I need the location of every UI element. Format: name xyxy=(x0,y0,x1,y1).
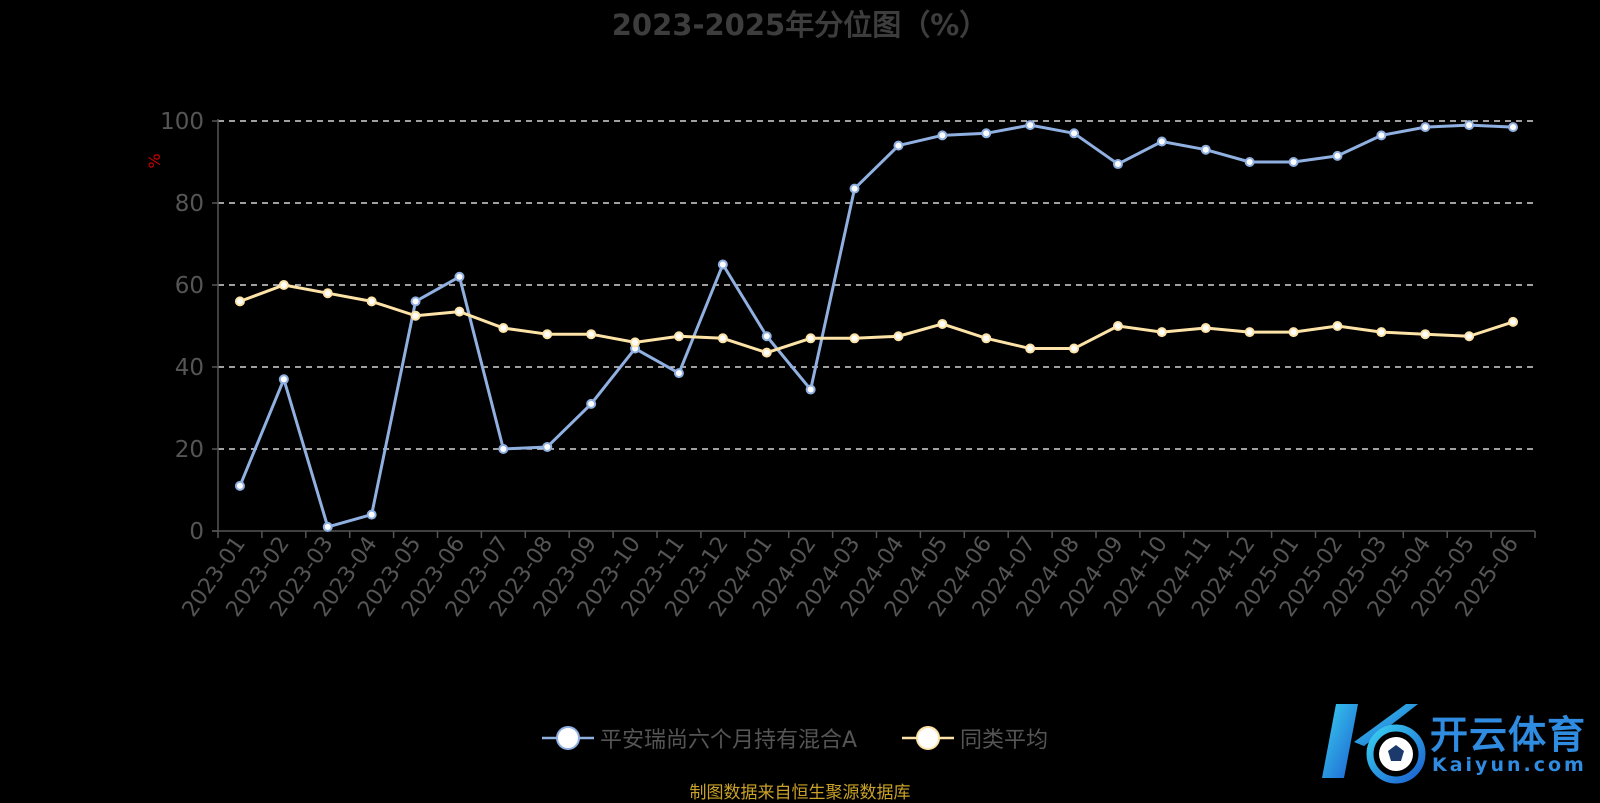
series-lines xyxy=(234,120,1519,532)
data-point-1 xyxy=(1508,316,1519,327)
legend-item-average[interactable]: 同类平均 xyxy=(902,720,1048,756)
data-point-1 xyxy=(1332,321,1343,331)
legend-item-fund[interactable]: 平安瑞尚六个月持有混合A xyxy=(542,720,857,756)
data-point-0 xyxy=(673,368,684,379)
data-point-1 xyxy=(586,329,597,340)
data-point-0 xyxy=(1025,120,1036,131)
data-point-0 xyxy=(234,480,245,491)
data-point-0 xyxy=(761,331,772,342)
legend-label-fund: 平安瑞尚六个月持有混合A xyxy=(600,728,858,753)
legend-label-average: 同类平均 xyxy=(960,728,1049,753)
data-point-0 xyxy=(1112,159,1123,170)
data-point-0 xyxy=(805,384,816,395)
data-point-1 xyxy=(630,337,641,348)
data-point-1 xyxy=(454,306,465,317)
data-point-0 xyxy=(1508,122,1519,133)
y-axis-label: % xyxy=(145,153,164,168)
data-point-0 xyxy=(1376,130,1387,141)
data-point-1 xyxy=(366,296,377,307)
data-point-0 xyxy=(981,128,992,139)
y-tick-label: 100 xyxy=(160,109,204,135)
data-point-0 xyxy=(1156,136,1167,147)
series-line-1 xyxy=(239,283,1514,355)
data-point-1 xyxy=(761,347,772,358)
axes: 0204060801002023-012023-022023-032023-04… xyxy=(160,109,1536,622)
data-point-1 xyxy=(498,323,509,334)
data-point-1 xyxy=(1244,327,1255,338)
y-tick-label: 20 xyxy=(175,437,204,463)
data-point-0 xyxy=(366,509,377,520)
data-source-note: 制图数据来自恒生聚源数据库 xyxy=(689,783,911,803)
data-point-0 xyxy=(1200,144,1211,155)
data-point-1 xyxy=(1112,321,1123,331)
data-point-1 xyxy=(410,310,421,321)
data-point-1 xyxy=(893,331,904,342)
data-point-1 xyxy=(1376,327,1387,338)
data-point-0 xyxy=(717,259,728,270)
series-line-0 xyxy=(238,123,1514,529)
brand-name-cn: 开云体育 xyxy=(1430,713,1587,757)
data-point-1 xyxy=(322,288,333,299)
data-point-1 xyxy=(673,331,684,342)
data-point-1 xyxy=(849,333,860,344)
data-point-0 xyxy=(1244,157,1255,167)
line-chart: 0204060801002023-012023-022023-032023-04… xyxy=(145,109,1536,622)
data-point-1 xyxy=(805,333,816,344)
grid-lines xyxy=(218,120,1535,450)
data-point-1 xyxy=(717,333,728,344)
data-point-1 xyxy=(1420,329,1431,340)
data-point-0 xyxy=(1464,120,1475,131)
data-point-0 xyxy=(542,441,553,452)
data-point-0 xyxy=(586,398,597,409)
data-point-0 xyxy=(1332,150,1343,161)
chart-title: 2023-2025年分位图（%） xyxy=(611,8,989,42)
y-tick-label: 60 xyxy=(175,273,204,299)
data-point-0 xyxy=(937,130,948,141)
data-point-1 xyxy=(937,318,948,329)
data-point-0 xyxy=(498,444,509,454)
data-point-0 xyxy=(893,140,904,151)
data-point-0 xyxy=(454,271,465,282)
legend-marker-average xyxy=(902,726,954,750)
data-point-1 xyxy=(1464,331,1475,342)
data-point-1 xyxy=(981,333,992,344)
data-point-0 xyxy=(1069,128,1080,139)
kaiyun-logo-icon xyxy=(1322,704,1426,784)
brand-name-en: Kaiyun.com xyxy=(1432,754,1587,776)
y-tick-label: 80 xyxy=(175,191,204,217)
data-point-1 xyxy=(278,280,289,290)
data-point-0 xyxy=(322,521,333,532)
data-point-1 xyxy=(542,329,553,340)
data-point-0 xyxy=(1420,122,1431,133)
data-point-1 xyxy=(1200,323,1211,334)
data-point-1 xyxy=(1069,343,1080,354)
data-point-0 xyxy=(410,296,421,307)
data-point-1 xyxy=(1288,327,1299,338)
legend-marker-fund xyxy=(542,726,594,750)
data-point-0 xyxy=(1288,157,1299,167)
data-point-1 xyxy=(234,296,245,307)
data-point-1 xyxy=(1156,327,1167,338)
data-point-0 xyxy=(849,183,860,194)
legend: 平安瑞尚六个月持有混合A 同类平均 xyxy=(0,720,1600,760)
y-tick-label: 0 xyxy=(189,519,204,545)
data-point-0 xyxy=(278,374,289,385)
data-point-1 xyxy=(1025,343,1036,354)
y-tick-label: 40 xyxy=(175,355,204,381)
